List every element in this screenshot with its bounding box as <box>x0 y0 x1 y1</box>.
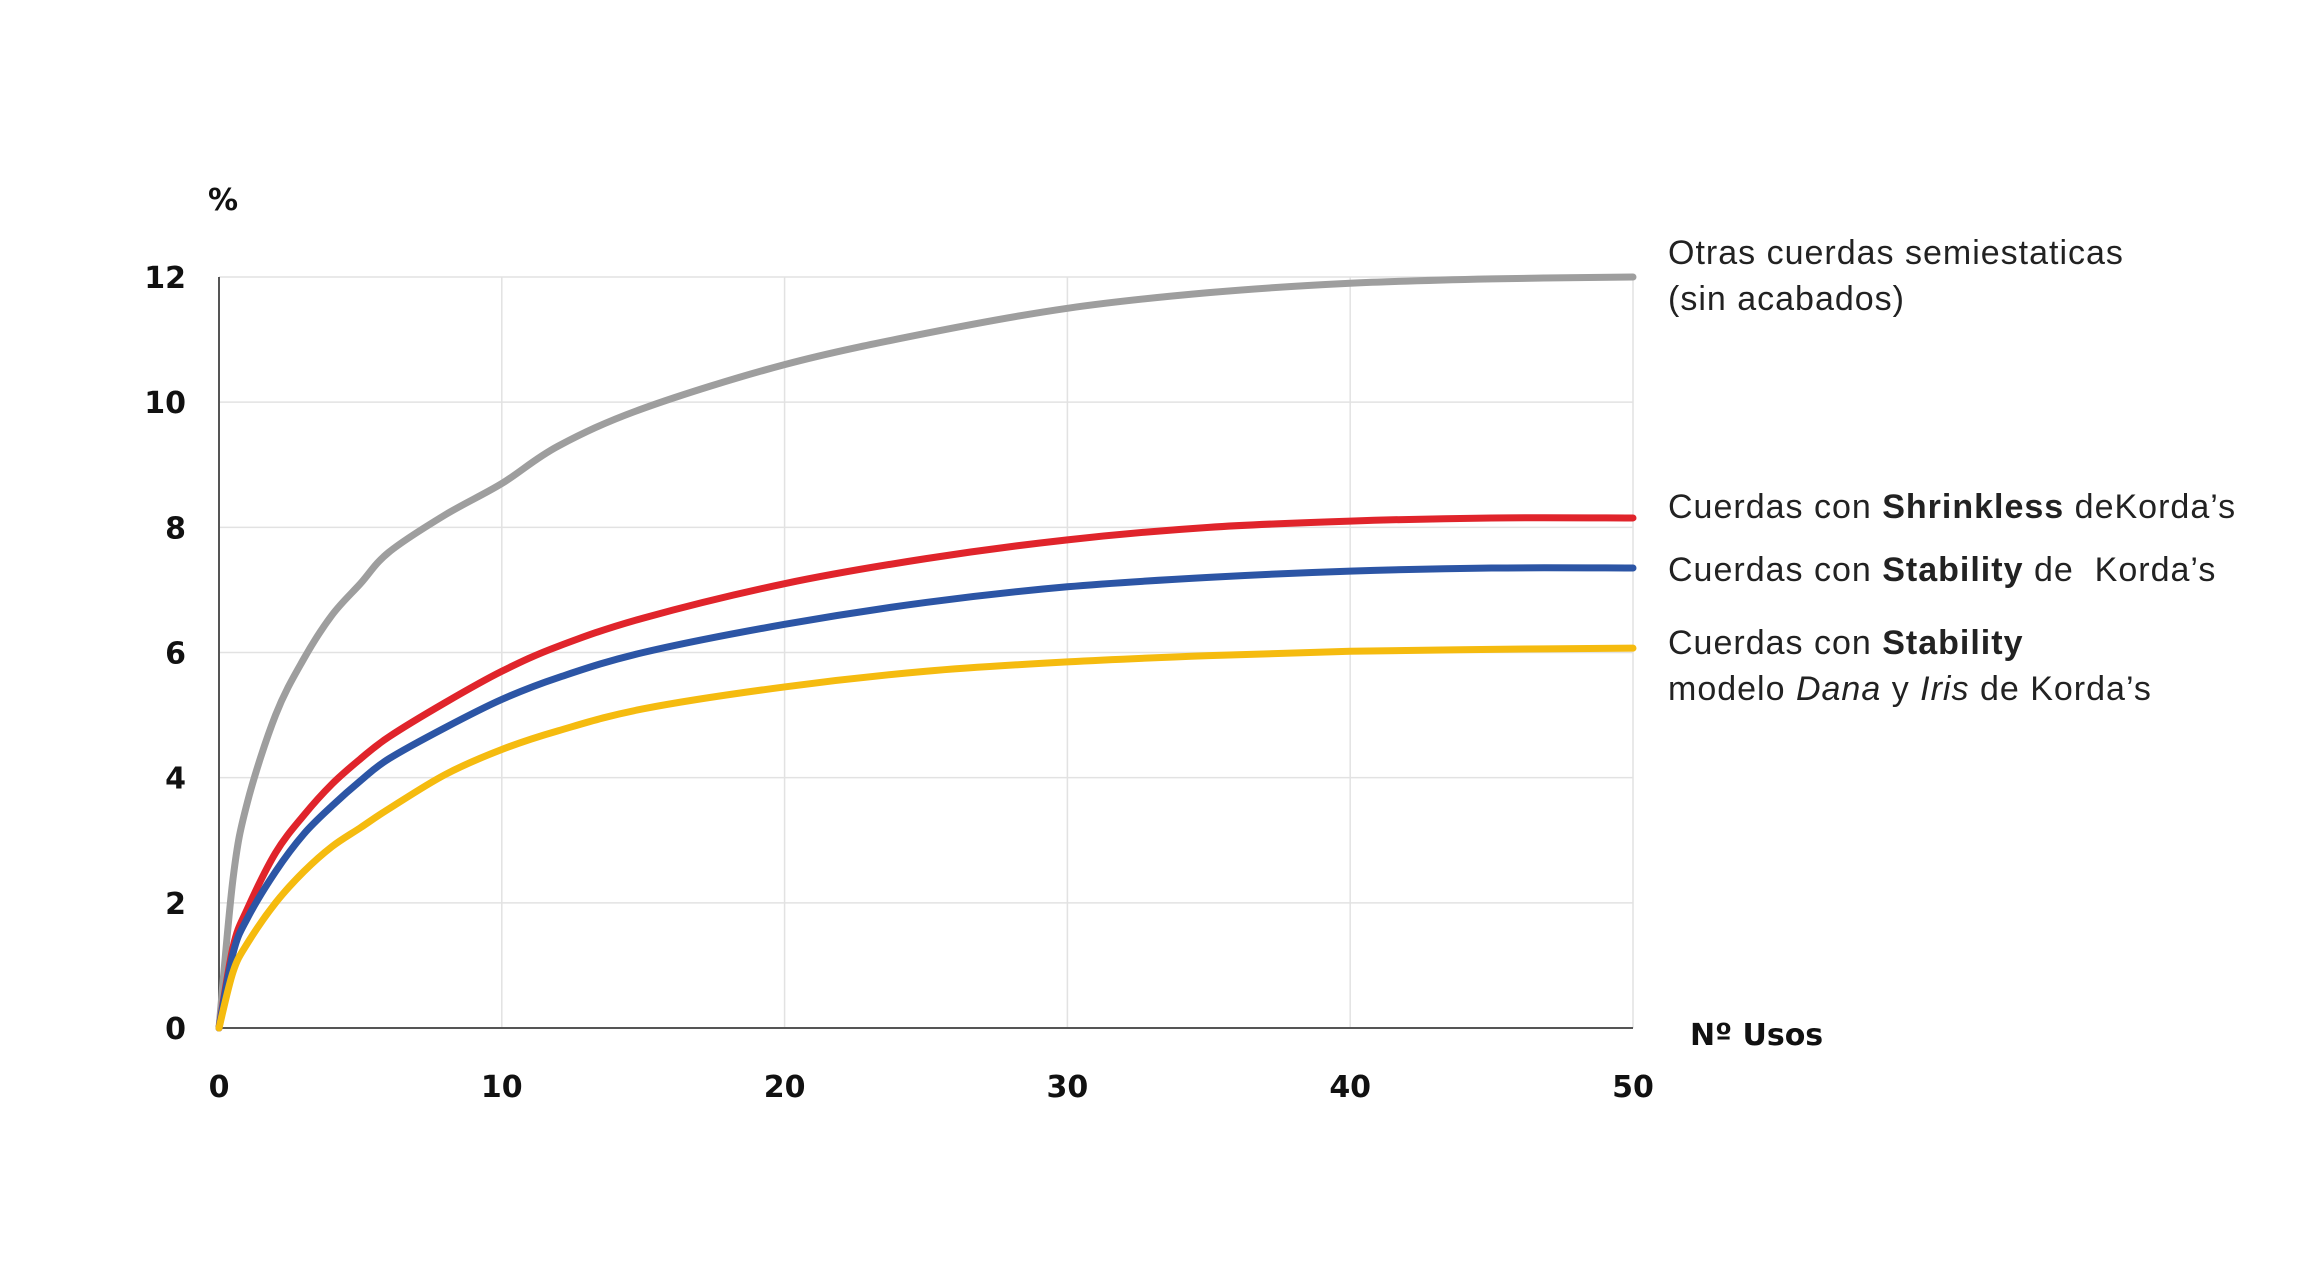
legend-bold: Shrinkless <box>1882 488 2065 526</box>
legend-prefix: Cuerdas con <box>1668 488 1872 526</box>
y-tick-label: 12 <box>144 261 186 296</box>
y-axis-label: % <box>208 183 238 218</box>
legend-label-line2: (sin acabados) <box>1668 280 1906 318</box>
legend-mid: de <box>2033 551 2074 589</box>
legend-prefix: Cuerdas con <box>1668 551 1872 589</box>
legend-line2-a: modelo <box>1668 670 1786 708</box>
series-line-otras <box>215 273 1637 1032</box>
y-tick-label: 0 <box>165 1012 186 1047</box>
grid <box>219 276 1634 1028</box>
legend-mid: de <box>2074 488 2115 526</box>
legend-line2-b: y <box>1891 670 1910 708</box>
series-line-stability <box>215 564 1637 1032</box>
legend-item-stability-dana-iris: Cuerdas con Stability modelo Dana y Iris… <box>1668 620 2152 712</box>
series-lines <box>215 273 1637 1032</box>
y-tick-label: 4 <box>165 762 186 797</box>
x-tick-label: 40 <box>1329 1070 1371 1105</box>
legend-italic-iris: Iris <box>1920 670 1970 708</box>
series-line-shrinkless <box>215 514 1637 1032</box>
legend-label-line1: Otras cuerdas semiestaticas <box>1668 234 2124 272</box>
y-tick-label: 10 <box>144 386 186 421</box>
legend-item-shrinkless: Cuerdas con Shrinkless deKorda’s <box>1668 484 2236 530</box>
x-tick-label: 10 <box>481 1070 523 1105</box>
legend-item-stability: Cuerdas con Stability de Korda’s <box>1668 547 2216 593</box>
tick-labels: 0 10 20 30 40 50 0 2 4 6 8 10 12 <box>144 261 1654 1105</box>
legend-item-otras: Otras cuerdas semiestaticas (sin acabado… <box>1668 230 2124 322</box>
legend-line2-c: de <box>1979 670 2020 708</box>
x-tick-label: 30 <box>1047 1070 1089 1105</box>
legend-suffix: Korda’s <box>2030 670 2152 708</box>
x-tick-label: 20 <box>764 1070 806 1105</box>
legend-prefix: Cuerdas con <box>1668 624 1872 662</box>
legend-bold: Stability <box>1882 551 2024 589</box>
legend-suffix: Korda’s <box>2114 488 2237 526</box>
x-tick-label: 50 <box>1612 1070 1654 1105</box>
y-tick-label: 6 <box>165 637 186 672</box>
y-tick-label: 8 <box>165 511 186 546</box>
legend-suffix: Korda’s <box>2094 551 2217 589</box>
legend-bold: Stability <box>1882 624 2024 662</box>
series-line-stability-dana-iris <box>215 644 1637 1032</box>
x-axis-label: Nº Usos <box>1690 1018 1823 1053</box>
x-tick-label: 0 <box>209 1070 230 1105</box>
axes <box>218 277 1633 1029</box>
legend-italic-dana: Dana <box>1795 670 1882 708</box>
y-tick-label: 2 <box>165 887 186 922</box>
